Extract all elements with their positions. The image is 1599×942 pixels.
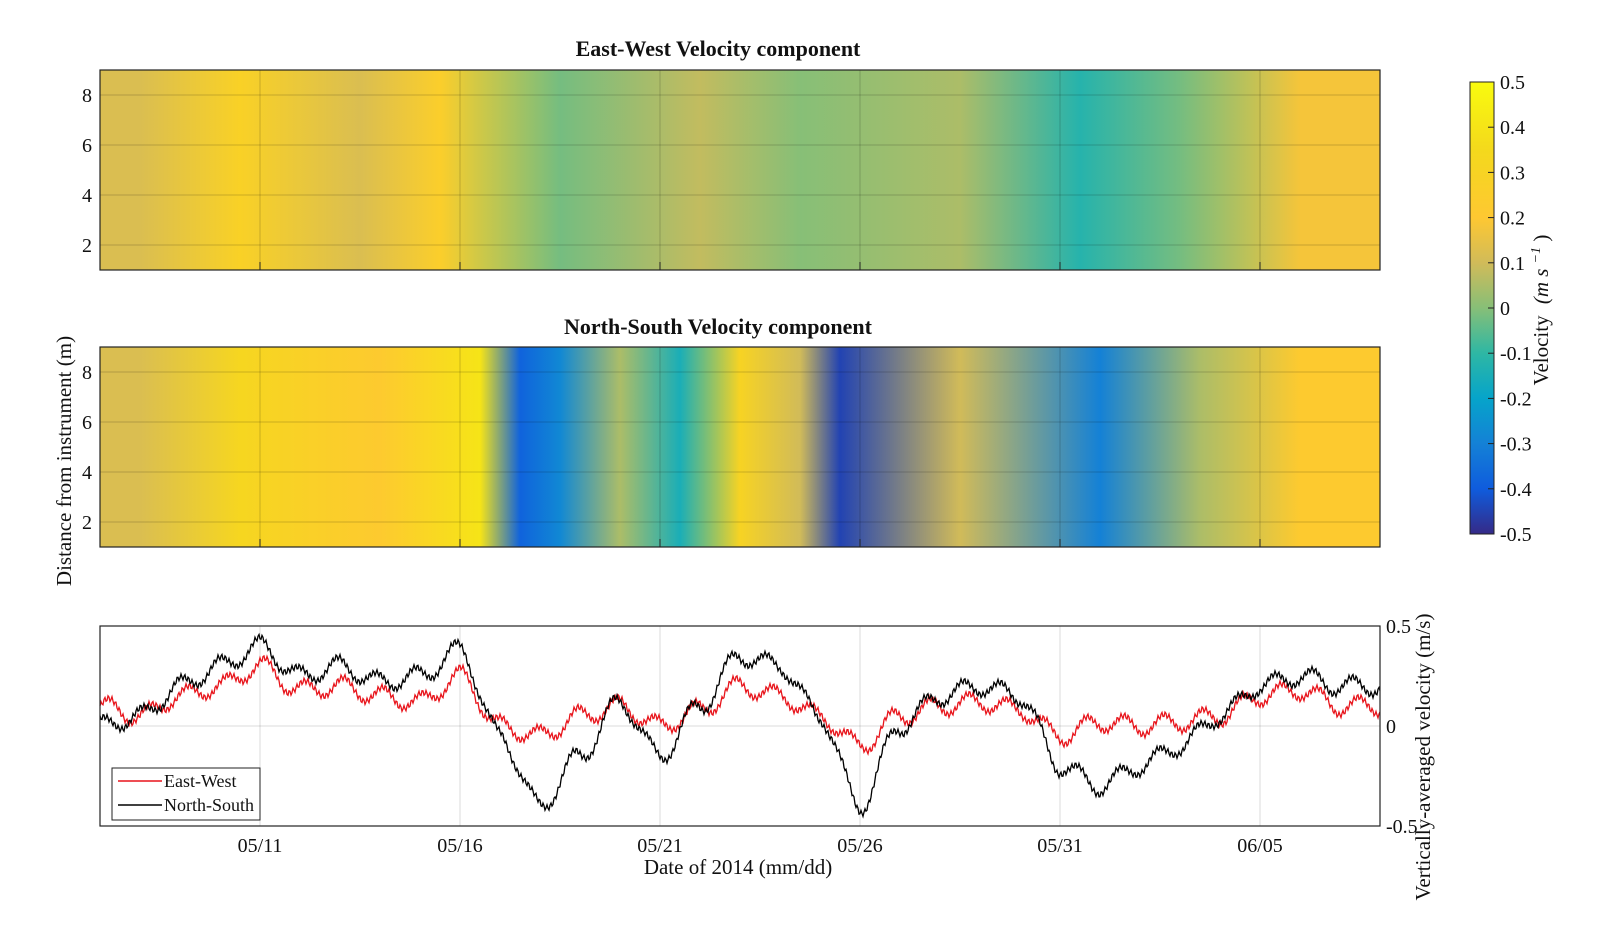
xtick-label-5: 06/05 xyxy=(1237,835,1283,857)
colorbar-unit: (m s xyxy=(1529,269,1553,305)
east-west-yticks: 2 4 6 8 xyxy=(82,85,92,257)
east-west-title: East-West Velocity component xyxy=(576,36,861,61)
colorbar-label: Velocity (m s −1 ) xyxy=(1521,235,1553,386)
line-legend: East-West North-South xyxy=(111,767,261,821)
legend-box xyxy=(111,767,261,821)
colorbar-tick-label-6: -0.1 xyxy=(1500,343,1532,365)
north-south-yticks: 2 4 6 8 xyxy=(82,362,92,534)
north-south-frame xyxy=(99,346,1381,548)
line-ytick-label-0: -0.5 xyxy=(1386,816,1418,838)
series-line-0 xyxy=(99,654,1381,757)
colorbar-tick-label-10: -0.5 xyxy=(1500,524,1532,546)
north-south-heatmap xyxy=(100,347,1380,547)
ytick-label-2: 6 xyxy=(82,135,92,157)
velocity-line-panel: 05/11 05/16 05/21 05/26 05/31 06/05 -0.500.5 … xyxy=(99,614,1435,901)
line-frame xyxy=(99,625,1381,827)
legend-label-north-south: North-South xyxy=(164,795,254,815)
line-yticks: -0.5 0 0.5 xyxy=(1386,616,1418,838)
colorbar-tick-label-8: -0.3 xyxy=(1500,434,1532,456)
colorbar-tick-label-7: -0.2 xyxy=(1500,388,1532,410)
ytick-label-1: 4 xyxy=(82,185,92,207)
colorbar-tick-label-0: 0.5 xyxy=(1500,72,1525,94)
colorbar-tick-label-1: 0.4 xyxy=(1500,117,1525,139)
colorbar-tick-label-4: 0.1 xyxy=(1500,253,1525,275)
ytick-label-3: 8 xyxy=(82,362,92,384)
north-south-grid xyxy=(100,347,1380,547)
colorbar-tick-label-9: -0.4 xyxy=(1500,479,1532,501)
ytick-label-0: 2 xyxy=(82,235,92,257)
east-west-frame xyxy=(99,69,1381,271)
line-xlabel: Date of 2014 (mm/dd) xyxy=(644,855,832,879)
colorbar-unit-exp: −1 xyxy=(1529,247,1544,263)
colorbar-tick-label-5: 0 xyxy=(1500,298,1510,320)
xtick-label-2: 05/21 xyxy=(637,835,683,857)
colorbar-tick-label-3: 0.2 xyxy=(1500,208,1525,230)
north-south-title: North-South Velocity component xyxy=(564,314,873,339)
legend-label-east-west: East-West xyxy=(164,771,237,791)
colorbar: 0.5 0.4 0.3 0.2 0.1 0 -0.1 -0.2 -0.3 -0.4 -0.5 Vel… xyxy=(1469,72,1553,546)
colorbar-label-text: Velocity xyxy=(1529,315,1553,385)
east-west-panel: East-West Velocity component 2 4 6 8 xyxy=(82,36,1381,271)
colorbar-unit-close: ) xyxy=(1529,235,1553,242)
east-west-grid xyxy=(100,70,1380,270)
line-ytick-label-2: 0.5 xyxy=(1386,616,1411,638)
ytick-label-0: 2 xyxy=(82,512,92,534)
colorbar-ticks: 0.5 0.4 0.3 0.2 0.1 0 -0.1 -0.2 -0.3 -0.4 -0.5 xyxy=(1488,72,1532,546)
line-series xyxy=(99,632,1381,819)
xtick-label-4: 05/31 xyxy=(1037,835,1083,857)
series-line-1 xyxy=(99,632,1381,819)
line-ytick-label-1: 0 xyxy=(1386,716,1396,738)
shared-ylabel: Distance from instrument (m) xyxy=(52,336,76,586)
east-west-heatmap xyxy=(100,70,1380,270)
colorbar-tick-label-2: 0.3 xyxy=(1500,162,1525,184)
ytick-label-2: 6 xyxy=(82,412,92,434)
line-xticks: 05/11 05/16 05/21 05/26 05/31 06/05 xyxy=(238,835,1283,857)
xtick-label-0: 05/11 xyxy=(238,835,283,857)
xtick-label-3: 05/26 xyxy=(837,835,883,857)
ytick-label-3: 8 xyxy=(82,85,92,107)
xtick-label-1: 05/16 xyxy=(437,835,483,857)
ytick-label-1: 4 xyxy=(82,462,92,484)
north-south-panel: North-South Velocity component 2 4 6 8 xyxy=(82,314,1381,548)
line-ylabel: Vertically-averaged velocity (m/s) xyxy=(1411,614,1435,901)
